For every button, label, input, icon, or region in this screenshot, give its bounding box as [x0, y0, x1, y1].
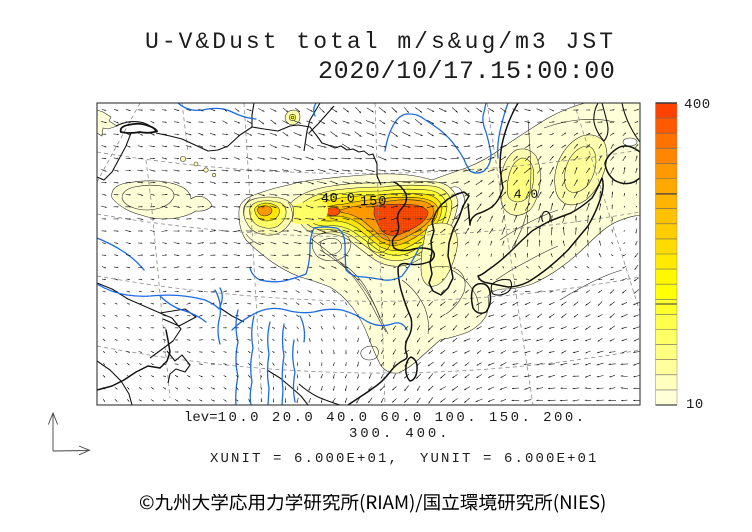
svg-text:40: 40	[514, 188, 547, 202]
svg-text:40.0: 40.0	[321, 192, 355, 207]
svg-text:150: 150	[360, 195, 387, 210]
